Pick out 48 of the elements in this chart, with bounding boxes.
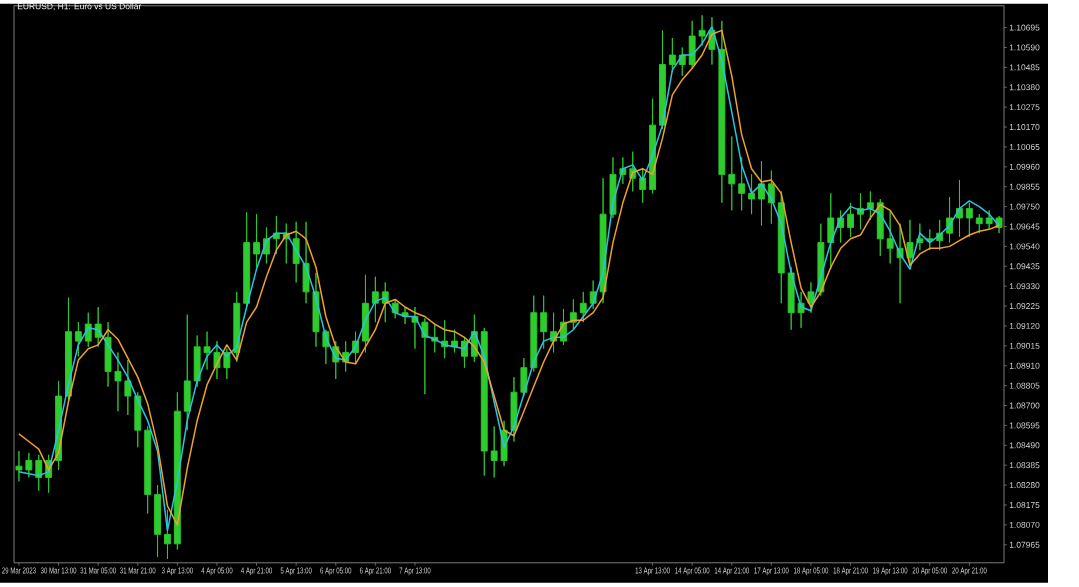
x-tick-label: 18 Apr 21:00 — [833, 567, 868, 576]
y-tick-label: 1.10065 — [1009, 144, 1040, 151]
y-tick-label: 1.08910 — [1009, 362, 1040, 369]
y-tick-label: 1.09960 — [1009, 163, 1040, 170]
y-tick-label: 1.09645 — [1009, 223, 1040, 230]
x-tick-label: 20 Apr 21:00 — [952, 567, 987, 576]
y-tick-label: 1.09015 — [1009, 342, 1040, 349]
x-tick-label: 19 Apr 13:00 — [873, 567, 908, 576]
chart-title: EURUSD, H1: Euro vs US Dollar — [17, 3, 142, 11]
y-tick-label: 1.07965 — [1009, 541, 1040, 548]
y-tick-label: 1.08280 — [1009, 482, 1040, 489]
y-tick-label: 1.09750 — [1009, 203, 1040, 210]
y-tick-label: 1.10590 — [1009, 44, 1040, 51]
y-tick-label: 1.10485 — [1009, 64, 1040, 71]
y-tick-label: 1.09330 — [1009, 283, 1040, 290]
y-tick-label: 1.10380 — [1009, 84, 1040, 91]
y-tick-label: 1.08490 — [1009, 442, 1040, 449]
x-tick-label: 6 Apr 21:00 — [359, 567, 391, 576]
x-tick-label: 30 Mar 13:00 — [40, 567, 77, 574]
x-tick-label: 31 Mar 21:00 — [120, 567, 156, 574]
x-tick-label: 20 Apr 05:00 — [912, 567, 947, 576]
x-tick-label: 4 Apr 21:00 — [240, 567, 273, 576]
x-tick-label: 31 Mar 05:00 — [80, 567, 116, 574]
x-tick-label: 4 Apr 05:00 — [201, 567, 233, 576]
y-tick-label: 1.08385 — [1009, 462, 1040, 469]
y-tick-label: 1.09540 — [1009, 243, 1040, 250]
y-tick-label: 1.08175 — [1009, 502, 1040, 509]
y-tick-label: 1.10170 — [1009, 124, 1040, 131]
y-tick-label: 1.09120 — [1009, 323, 1040, 330]
y-tick-label: 1.08700 — [1009, 402, 1040, 409]
y-tick-label: 1.08595 — [1009, 422, 1040, 429]
y-tick-label: 1.09225 — [1009, 303, 1040, 310]
x-tick-label: 17 Apr 13:00 — [754, 567, 789, 576]
x-tick-label: 13 Apr 13:00 — [635, 567, 670, 576]
x-tick-label: 14 Apr 05:00 — [675, 567, 710, 576]
x-tick-label: 14 Apr 21:00 — [714, 567, 749, 576]
y-tick-label: 1.08070 — [1009, 522, 1040, 528]
y-tick-label: 1.09435 — [1009, 263, 1040, 270]
x-tick-label: 29 Mar 2023 — [2, 567, 36, 574]
y-tick-label: 1.10695 — [1009, 24, 1040, 31]
x-tick-label: 3 Apr 13:00 — [161, 567, 193, 576]
y-tick-label: 1.08805 — [1009, 382, 1040, 389]
x-tick-label: 6 Apr 05:00 — [320, 567, 352, 576]
y-tick-label: 1.09855 — [1009, 183, 1040, 190]
y-tick-label: 1.10275 — [1009, 104, 1040, 111]
x-tick-label: 5 Apr 13:00 — [280, 567, 312, 576]
x-tick-label: 7 Apr 13:00 — [399, 567, 431, 576]
x-tick-label: 18 Apr 05:00 — [793, 567, 829, 576]
